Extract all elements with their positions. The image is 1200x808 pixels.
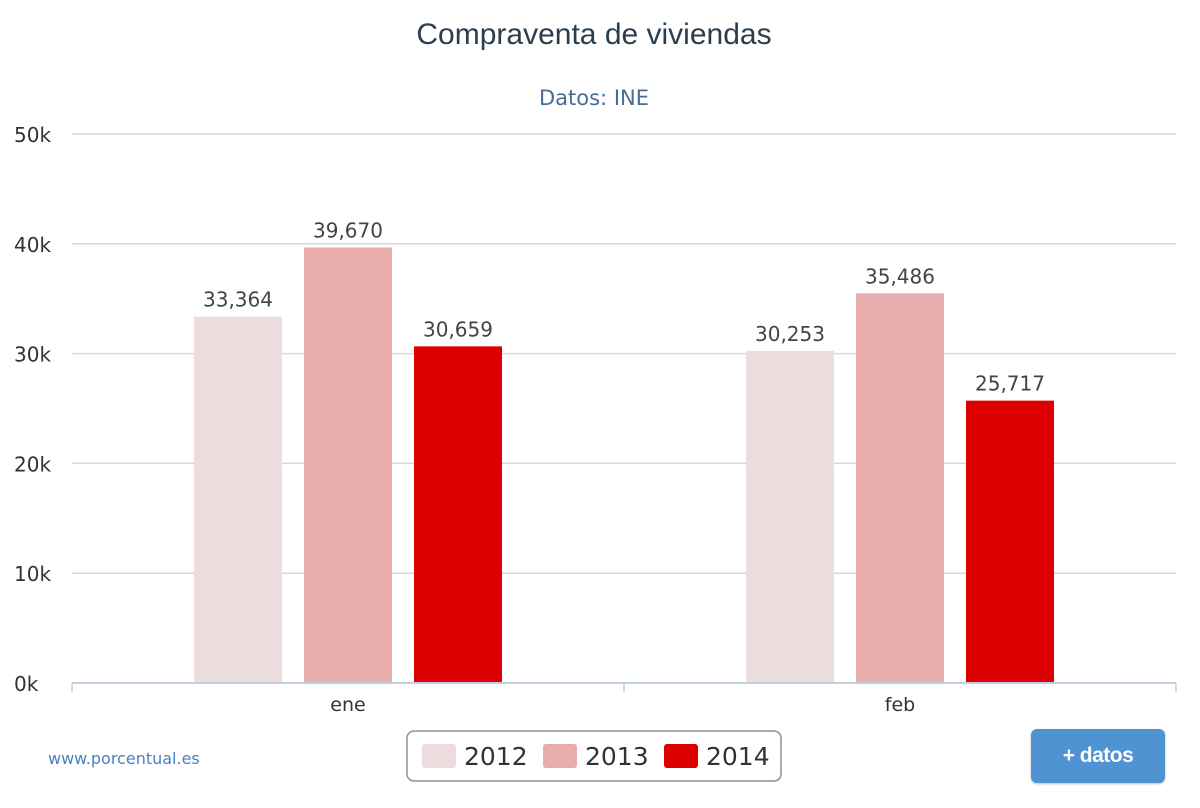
legend: 2012 2013 2014 <box>406 730 782 782</box>
chart-title: Compraventa de viviendas <box>416 18 771 51</box>
data-label: 30,659 <box>423 317 493 341</box>
legend-swatch <box>543 744 577 768</box>
legend-label: 2013 <box>585 742 649 771</box>
legend-box <box>406 730 782 782</box>
data-label: 30,253 <box>755 322 825 346</box>
bar-2014-ene <box>414 346 502 683</box>
legend-label: 2014 <box>706 742 770 771</box>
data-label: 25,717 <box>975 372 1045 396</box>
legend-label: 2012 <box>464 742 528 771</box>
y-tick-label: 40k <box>14 233 51 257</box>
y-tick-label: 30k <box>14 343 51 367</box>
x-tick-label: ene <box>330 694 365 716</box>
bar-2014-feb <box>966 400 1054 683</box>
x-tick-label: feb <box>885 694 915 716</box>
bar-2012-ene <box>194 316 282 683</box>
data-label: 35,486 <box>865 264 935 288</box>
y-tick-label: 10k <box>14 562 51 586</box>
legend-item-2013[interactable]: 2013 <box>543 742 649 771</box>
bars <box>194 247 1054 683</box>
credit-link[interactable]: www.porcentual.es <box>48 749 200 768</box>
data-labels: 33,364 39,670 30,659 30,253 35,486 25,717 <box>203 218 1045 395</box>
data-label: 33,364 <box>203 288 273 312</box>
more-data-button[interactable]: + datos <box>1031 729 1165 783</box>
data-label: 39,670 <box>313 218 383 242</box>
legend-item-2012[interactable]: 2012 <box>422 742 528 771</box>
y-tick-label: 50k <box>14 123 51 147</box>
legend-swatch <box>664 744 698 768</box>
bar-2013-ene <box>304 247 392 683</box>
x-axis: ene feb <box>71 682 1177 716</box>
legend-item-2014[interactable]: 2014 <box>664 742 770 771</box>
legend-swatch <box>422 744 456 768</box>
y-tick-label: 0k <box>14 672 39 696</box>
chart-subtitle: Datos: INE <box>539 86 649 110</box>
y-tick-label: 20k <box>14 452 51 476</box>
bar-2013-feb <box>856 293 944 683</box>
bar-2012-feb <box>746 350 834 683</box>
y-axis-ticks: 0k 10k 20k 30k 40k 50k <box>14 123 51 696</box>
